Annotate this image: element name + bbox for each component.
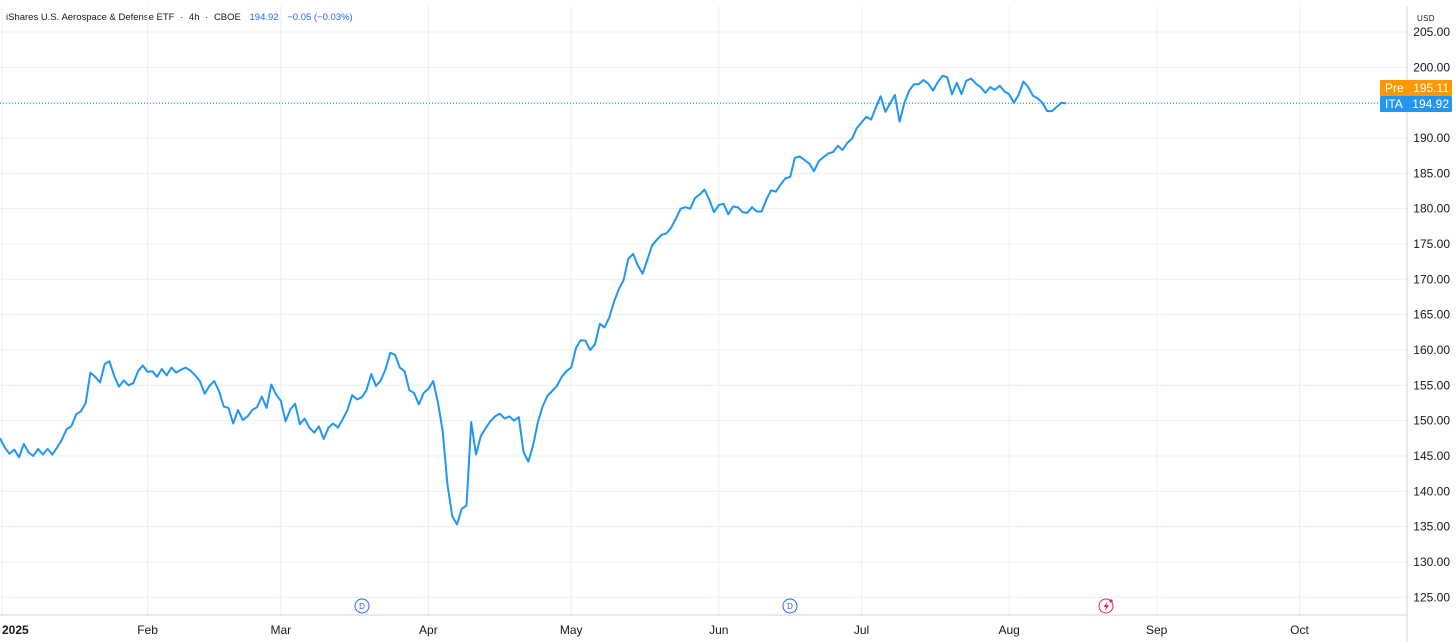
price-tick-label: 130.00 [1413, 555, 1450, 569]
dividend-marker-label: D [787, 602, 793, 611]
price-tick-label: 135.00 [1413, 520, 1450, 534]
price-tick-label: 200.00 [1413, 60, 1450, 74]
time-tick-label: Oct [1290, 623, 1309, 637]
pre-tag-label: Pre [1385, 81, 1404, 95]
price-axis[interactable]: 205.00200.00195.00190.00185.00180.00175.… [1413, 25, 1450, 604]
dividend-marker[interactable]: D [782, 598, 798, 614]
price-tick-label: 170.00 [1413, 272, 1450, 286]
dividend-marker-label: D [359, 602, 365, 611]
symbol-title: iShares U.S. Aerospace & Defense ETF [6, 12, 175, 23]
currency-label[interactable]: USD [1417, 14, 1435, 23]
legend-separator: · [205, 12, 209, 23]
time-tick-label: 2025 [2, 623, 29, 637]
price-tick-label: 150.00 [1413, 414, 1450, 428]
price-tick-label: 125.00 [1413, 590, 1450, 604]
interval-label: 4h [188, 12, 200, 23]
dividend-marker[interactable]: D [354, 598, 370, 614]
price-series-line [0, 74, 1067, 526]
time-tick-label: Aug [998, 623, 1019, 637]
pre-tag-value: 195.11 [1413, 81, 1449, 95]
price-tick-label: 185.00 [1413, 166, 1450, 180]
price-tick-label: 205.00 [1413, 25, 1450, 39]
last-price-tag: ITA 194.92 [1380, 96, 1452, 112]
grid-lines [0, 6, 1407, 615]
time-tick-label: May [560, 623, 583, 637]
ita-tag-label: ITA [1385, 97, 1403, 111]
time-tick-label: Mar [271, 623, 292, 637]
price-tick-label: 180.00 [1413, 202, 1450, 216]
time-tick-label: Jul [854, 623, 869, 637]
time-axis[interactable]: 2025 Feb Mar Apr May Jun Jul Aug Sep Oct [2, 623, 1309, 637]
price-change: −0.05 (−0.03%) [287, 12, 353, 23]
time-tick-label: Apr [419, 623, 438, 637]
time-tick-label: Sep [1146, 623, 1168, 637]
lightning-icon[interactable] [1098, 598, 1114, 614]
time-tick-label: Jun [709, 623, 728, 637]
price-tick-label: 175.00 [1413, 237, 1450, 251]
price-tick-label: 190.00 [1413, 131, 1450, 145]
symbol-legend[interactable]: iShares U.S. Aerospace & Defense ETF · 4… [6, 12, 353, 23]
price-tick-label: 155.00 [1413, 378, 1450, 392]
legend-separator: · [180, 12, 184, 23]
pre-market-tag: Pre 195.11 [1380, 80, 1452, 96]
last-price: 194.92 [249, 12, 279, 23]
ita-tag-value: 194.92 [1412, 97, 1449, 111]
time-tick-label: Feb [137, 623, 158, 637]
exchange-label: CBOE [213, 12, 241, 23]
price-tick-label: 145.00 [1413, 449, 1450, 463]
price-tick-label: 160.00 [1413, 343, 1450, 357]
price-tick-label: 165.00 [1413, 308, 1450, 322]
price-tick-label: 140.00 [1413, 484, 1450, 498]
